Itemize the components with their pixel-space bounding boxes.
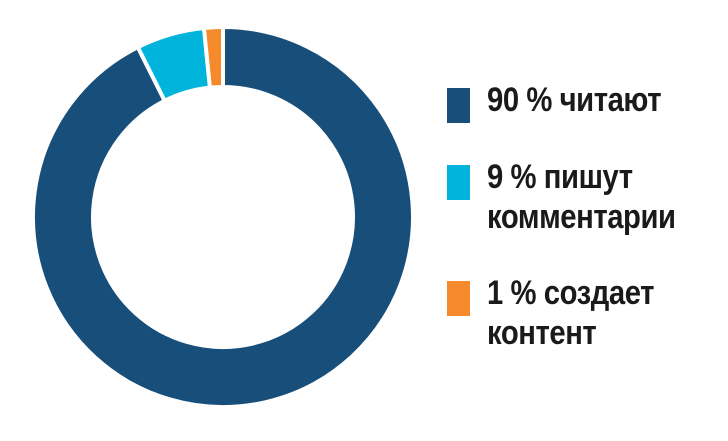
legend-item-creating: 1 % создает контент xyxy=(447,273,717,353)
legend-item-commenting: 9 % пишут комментарии xyxy=(447,157,717,237)
legend-label-creating-line-2: контент xyxy=(487,314,597,352)
legend-label-reading-line-1: 90 % читают xyxy=(487,81,662,119)
legend-label-commenting-line-1: 9 % пишут xyxy=(487,158,633,196)
legend-swatch-creating xyxy=(447,281,470,316)
legend-swatch-reading xyxy=(447,88,470,123)
legend-label-commenting-line-2: комментарии xyxy=(487,198,676,236)
slice-creating xyxy=(201,24,225,90)
legend-item-reading: 90 % читают xyxy=(447,80,717,123)
chart-legend: 90 % читают 9 % пишут комментарии 1 % со… xyxy=(447,80,717,375)
legend-swatch-commenting xyxy=(447,165,470,200)
donut-chart xyxy=(31,24,415,409)
slice-reading xyxy=(31,24,415,409)
legend-label-creating-line-1: 1 % создает xyxy=(487,274,655,312)
